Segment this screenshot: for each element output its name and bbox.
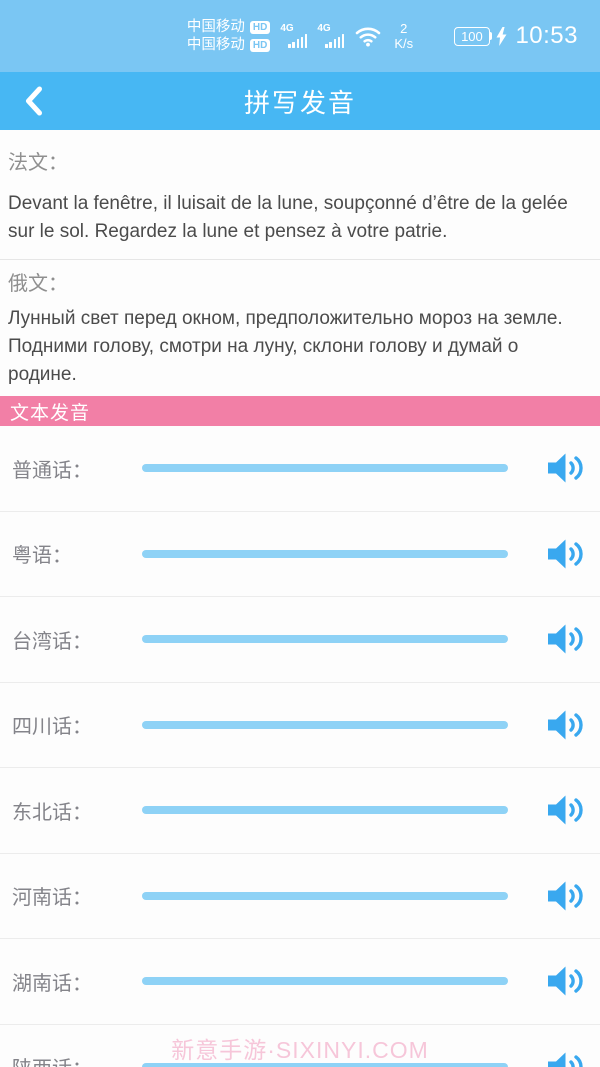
carrier-block: 中国移动 HD 中国移动 HD [186, 19, 271, 53]
navigation-bar: 拼写发音 [0, 72, 600, 130]
french-section: 法文： Devant la fenêtre, il luisait de la … [0, 146, 600, 259]
russian-text: Лунный свет перед окном, предположительн… [8, 308, 563, 385]
dialect-label: 东北话： [12, 801, 92, 824]
playback-progress-slider[interactable] [142, 720, 508, 729]
network-speed-value: 2 [400, 21, 408, 36]
speaker-icon [548, 1052, 583, 1067]
speaker-icon [548, 624, 583, 654]
dialect-row-northeastern: 东北话： [0, 768, 600, 854]
signal-strength-icon-sim1: 4G [280, 20, 308, 52]
playback-progress-slider[interactable] [142, 1062, 508, 1067]
play-audio-button[interactable] [545, 707, 587, 743]
dialect-label: 台湾话： [12, 630, 92, 653]
wifi-icon [354, 25, 382, 47]
play-audio-button[interactable] [545, 1049, 587, 1067]
dialect-label: 四川话： [12, 716, 92, 739]
playback-progress-slider[interactable] [142, 635, 508, 644]
page-title: 拼写发音 [243, 87, 356, 118]
hd-voice-icon: HD [249, 38, 271, 52]
dialect-row-sichuan: 四川话： [0, 683, 600, 768]
playback-progress-slider[interactable] [142, 549, 508, 558]
speaker-icon [548, 539, 583, 569]
playback-progress-slider[interactable] [142, 977, 508, 986]
dialect-row-taiwanese: 台湾话： [0, 597, 600, 683]
dialect-label: 河南话： [12, 887, 92, 910]
back-button[interactable] [18, 72, 49, 130]
french-label: 法文： [8, 152, 68, 174]
speaker-icon [548, 453, 583, 483]
section-divider [0, 259, 600, 260]
dialect-row-mandarin: 普通话： [0, 426, 600, 512]
clock: 10:53 [515, 22, 578, 49]
carrier-name-sim1: 中国移动 [186, 19, 245, 35]
speaker-icon [548, 710, 583, 740]
speaker-icon [548, 795, 583, 825]
french-text: Devant la fenêtre, il luisait de la lune… [8, 193, 568, 242]
signal-strength-icon-sim2: 4G [317, 20, 345, 52]
hd-voice-icon: HD [249, 20, 271, 34]
network-type-label: 4G [280, 23, 294, 34]
status-bar: 中国移动 HD 中国移动 HD 4G 4G 2 K/s [0, 0, 600, 72]
charging-bolt-icon [496, 26, 507, 46]
russian-label: 俄文： [8, 273, 68, 295]
play-audio-button[interactable] [545, 792, 587, 828]
play-audio-button[interactable] [545, 963, 587, 999]
dialect-row-henan: 河南话： [0, 854, 600, 939]
battery-icon: 100 [453, 26, 493, 46]
playback-progress-slider[interactable] [142, 806, 508, 815]
carrier-name-sim2: 中国移动 [186, 37, 245, 53]
back-chevron-icon [24, 85, 43, 117]
play-audio-button[interactable] [545, 878, 587, 914]
play-audio-button[interactable] [545, 621, 587, 657]
site-watermark: 新意手游·SIXINYI.COM [171, 1037, 429, 1063]
playback-progress-slider[interactable] [142, 891, 508, 900]
dialect-row-cantonese: 粤语： [0, 512, 600, 597]
dialect-label: 普通话： [12, 459, 92, 482]
network-speed-unit: K/s [394, 36, 414, 51]
dialect-row-hunan: 湖南话： [0, 939, 600, 1025]
network-type-label: 4G [317, 23, 331, 34]
battery-level: 100 [453, 26, 490, 46]
speaker-icon [548, 881, 583, 911]
playback-progress-slider[interactable] [142, 464, 508, 473]
russian-section: 俄文： Лунный свет перед окном, предположит… [0, 267, 600, 396]
dialect-label: 湖南话： [12, 972, 92, 995]
play-audio-button[interactable] [545, 536, 587, 572]
speaker-icon [548, 966, 583, 996]
dialect-list: 普通话： 粤语： 台 [0, 426, 600, 1067]
play-audio-button[interactable] [545, 450, 587, 486]
dialect-label: 陕西话： [12, 1052, 142, 1067]
network-speed-indicator: 2 K/s [394, 21, 413, 51]
tts-section-header: 文本发音 [0, 396, 600, 426]
dialect-label: 粤语： [12, 545, 72, 568]
